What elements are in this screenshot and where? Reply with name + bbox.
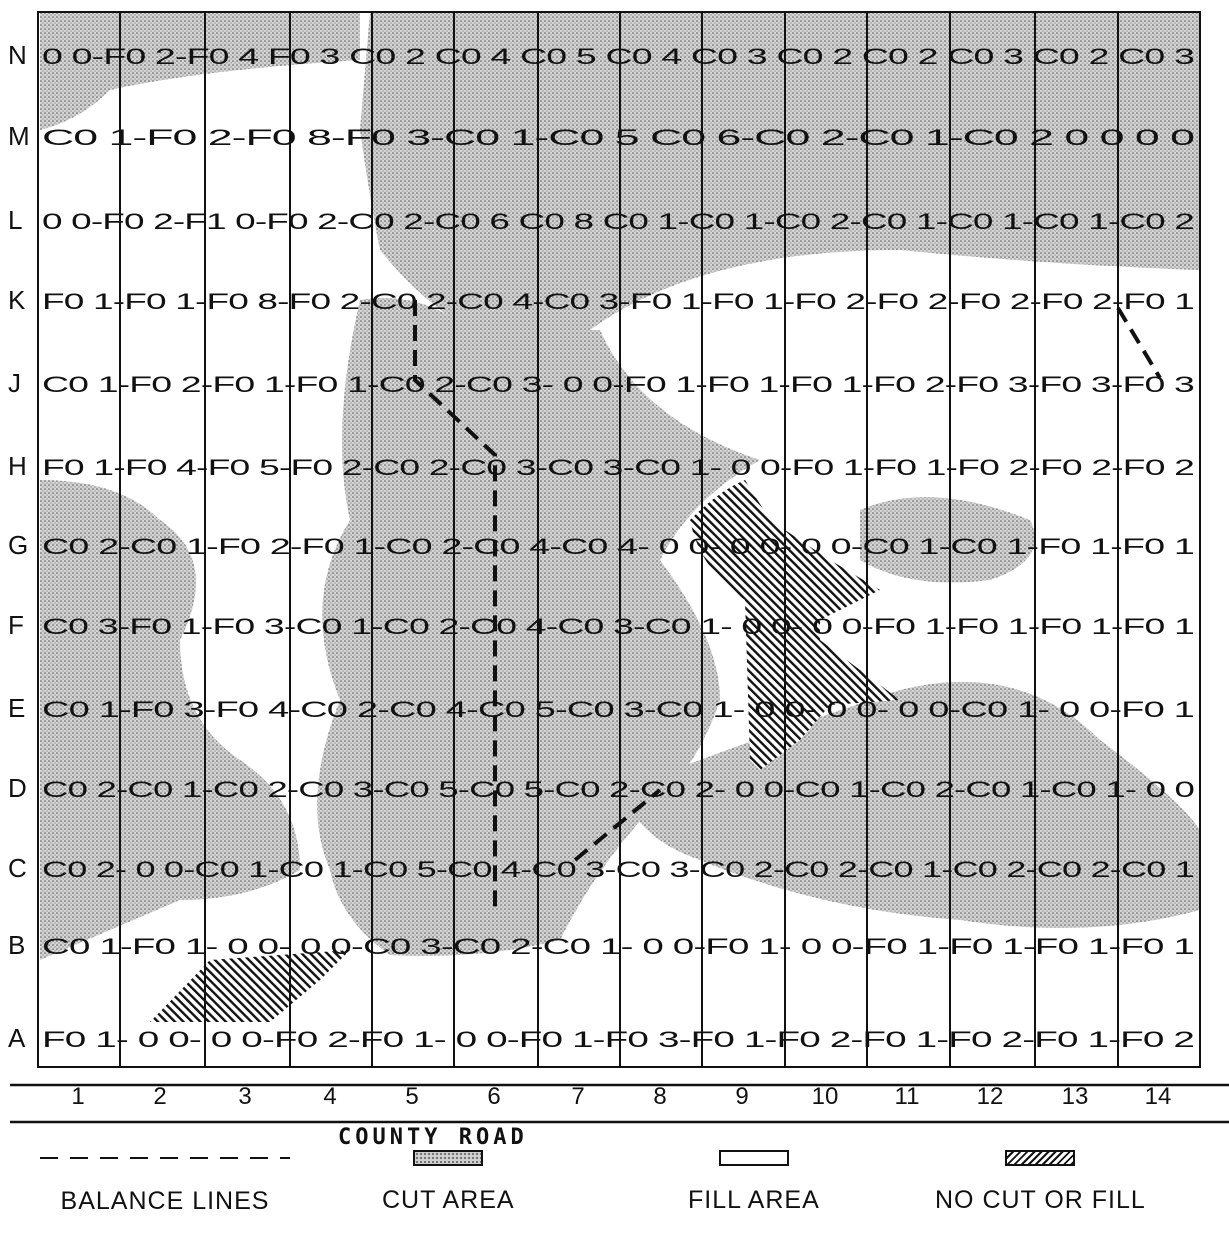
fill-area-swatch	[718, 1150, 789, 1166]
balance-line-swatch	[40, 1157, 290, 1159]
column-label-8: 8	[653, 1083, 666, 1110]
balance-line-right	[1116, 306, 1162, 380]
cell-row-D: C0 2-C0 1-C0 2-C0 3-C0 5-C0 5-C0 2-C0 2-…	[42, 777, 1194, 802]
cell-row-K: F0 1-F0 1-F0 8-F0 2-C0 2-C0 4-C0 3-F0 1-…	[42, 289, 1194, 314]
column-label-6: 6	[487, 1083, 500, 1110]
row-labels: N M L K J H G F E D C B A	[8, 40, 30, 1053]
legend-no-cut-fill: NO CUT OR FILL	[935, 1150, 1146, 1215]
cell-row-E: C0 1-F0 3-F0 4-C0 2-C0 4-C0 5-C0 3-C0 1-…	[42, 697, 1194, 722]
cell-row-M: C0 1-F0 2-F0 8-F0 3-C0 1-C0 5 C0 6-C0 2-…	[42, 125, 1195, 150]
cut-area-swatch	[413, 1150, 484, 1166]
cell-row-J: C0 1-F0 2-F0 1-F0 1-C0 2-C0 3- 0 0-F0 1-…	[42, 372, 1194, 397]
legend-cut-area: CUT AREA	[382, 1150, 515, 1215]
cell-row-F: C0 3-F0 1-F0 3-C0 1-C0 2-C0 4-C0 3-C0 1-…	[42, 614, 1194, 639]
column-label-7: 7	[571, 1083, 584, 1110]
row-label-L: L	[8, 205, 22, 235]
row-label-E: E	[8, 693, 25, 723]
cell-row-L: 0 0-F0 2-F1 0-F0 2-C0 2-C0 6 C0 8 C0 1-C…	[42, 209, 1194, 234]
column-labels: 1 2 3 4 5 6 7 8 9 10 11 12 13 14	[71, 1083, 1171, 1110]
row-label-B: B	[8, 930, 25, 960]
column-label-9: 9	[735, 1083, 748, 1110]
cell-row-C: C0 2- 0 0-C0 1-C0 1-C0 5-C0 4-C0 3-C0 3-…	[42, 857, 1194, 882]
cut-area-right-mid	[860, 497, 1035, 583]
row-label-F: F	[8, 610, 24, 640]
county-road-label: COUNTY ROAD	[338, 1125, 528, 1150]
balance-lines	[413, 300, 1162, 910]
cell-labels: 0 0-F0 2-F0 4 F0 3 C0 2 C0 4 C0 5 C0 4 C…	[42, 44, 1195, 1052]
row-label-H: H	[8, 451, 27, 481]
column-label-3: 3	[238, 1083, 251, 1110]
column-label-14: 14	[1145, 1083, 1172, 1110]
cell-row-H: F0 1-F0 4-F0 5-F0 2-C0 2-C0 3-C0 3-C0 1-…	[42, 455, 1194, 480]
legend-balance-lines: BALANCE LINES	[40, 1150, 290, 1216]
row-label-N: N	[8, 40, 27, 70]
balance-line-diagonal	[573, 788, 662, 862]
cell-row-B: C0 1-F0 1- 0 0- 0 0-C0 3-C0 2-C0 1- 0 0-…	[42, 934, 1194, 959]
column-label-13: 13	[1062, 1083, 1089, 1110]
column-label-2: 2	[153, 1083, 166, 1110]
cut-areas	[40, 12, 1200, 960]
row-label-J: J	[8, 368, 21, 398]
grid-lines	[10, 11, 1229, 1124]
no-cut-fill-zone-bottom	[150, 950, 350, 1022]
cell-row-G: C0 2-C0 1-F0 2-F0 1-C0 2-C0 4-C0 4- 0 0-…	[42, 534, 1194, 559]
column-label-12: 12	[977, 1083, 1004, 1110]
cut-area-top	[360, 12, 1200, 330]
no-cut-fill-areas	[150, 480, 900, 1022]
legend-none-label: NO CUT OR FILL	[935, 1186, 1146, 1214]
legend-fill-label: FILL AREA	[688, 1186, 820, 1214]
row-label-G: G	[8, 530, 28, 560]
row-label-C: C	[8, 853, 27, 883]
column-label-5: 5	[405, 1083, 418, 1110]
no-cut-fill-swatch	[1005, 1150, 1076, 1166]
no-cut-fill-zone-center	[690, 480, 900, 770]
cell-row-A: F0 1- 0 0- 0 0-F0 2-F0 1- 0 0-F0 1-F0 3-…	[42, 1027, 1194, 1052]
balance-line-center	[413, 300, 497, 910]
legend-fill-area: FILL AREA	[688, 1150, 820, 1215]
legend-balance-label: BALANCE LINES	[60, 1187, 270, 1215]
cut-area-top-left	[40, 12, 360, 130]
row-label-K: K	[8, 285, 26, 315]
row-label-A: A	[8, 1023, 26, 1053]
column-label-1: 1	[71, 1083, 84, 1110]
legend-cut-label: CUT AREA	[382, 1186, 515, 1214]
column-label-10: 10	[812, 1083, 839, 1110]
column-label-4: 4	[323, 1083, 336, 1110]
cell-row-N: 0 0-F0 2-F0 4 F0 3 C0 2 C0 4 C0 5 C0 4 C…	[42, 44, 1194, 69]
column-label-11: 11	[895, 1083, 920, 1110]
row-label-D: D	[8, 773, 27, 803]
cut-area-left	[40, 480, 300, 960]
row-label-M: M	[8, 121, 30, 151]
